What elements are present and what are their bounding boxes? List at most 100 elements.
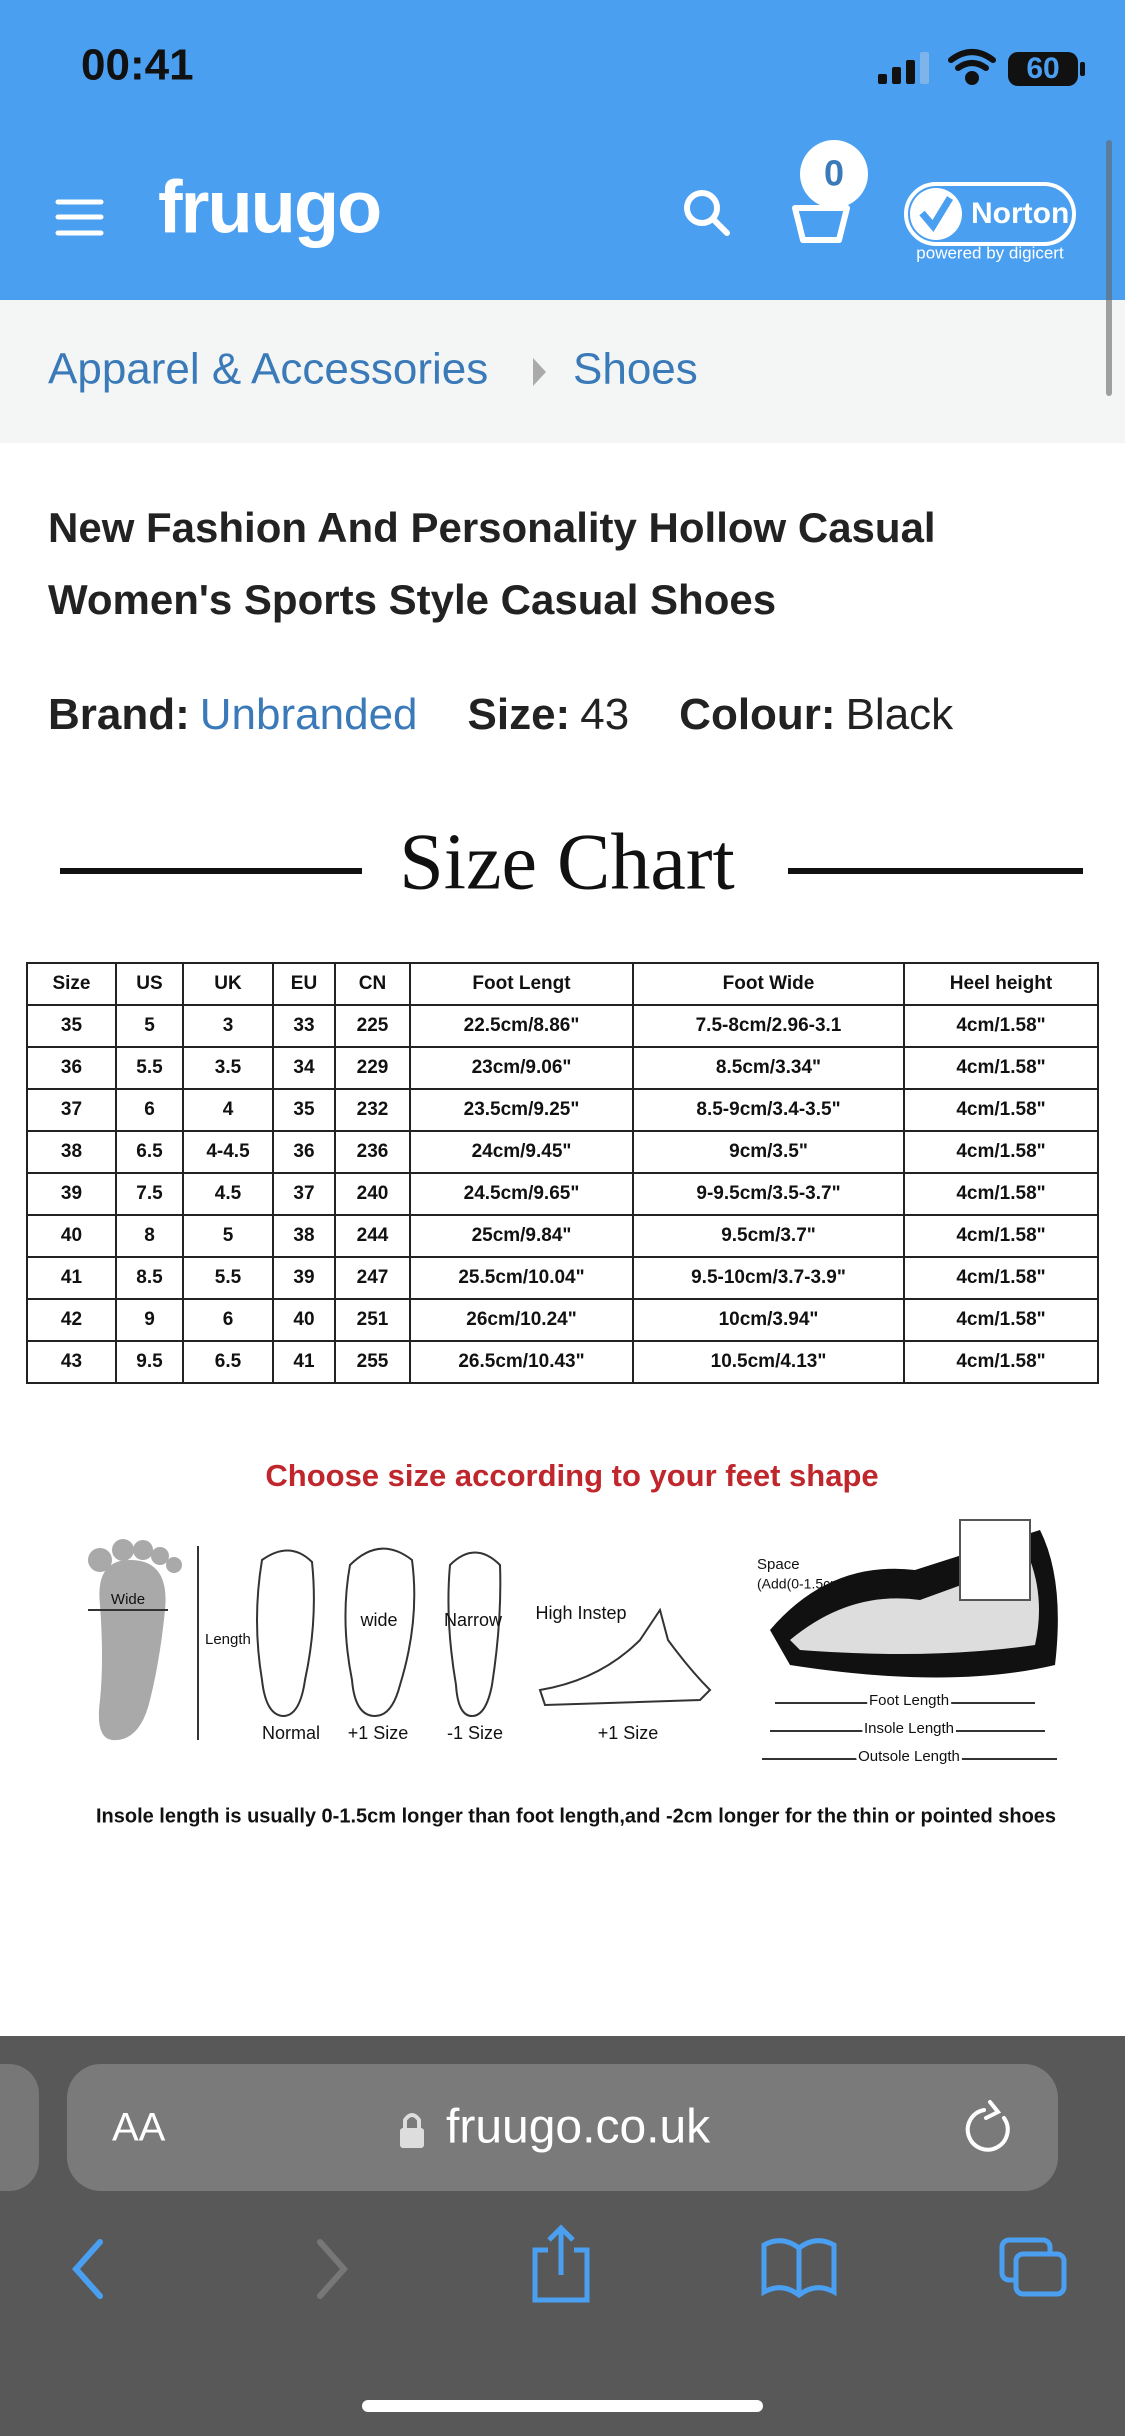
table-cell: 5: [115, 1004, 184, 1048]
table-header: US: [115, 962, 184, 1006]
table-header: Heel height: [903, 962, 1099, 1006]
product-attributes: Brand: Unbranded Size: 43 Colour: Black: [48, 690, 953, 740]
table-cell: 4cm/1.58": [903, 1256, 1099, 1300]
menu-button[interactable]: [55, 199, 104, 236]
table-cell: 6.5: [115, 1130, 184, 1174]
table-row: 40 8 5 38 244 25cm/9.84" 9.5cm/3.7" 4cm/1.58": [26, 1214, 1099, 1258]
table-cell: 23.5cm/9.25": [409, 1088, 634, 1132]
table-row: 36 5.5 3.5 34 229 23cm/9.06" 8.5cm/3.34" 4cm/1.…: [26, 1046, 1099, 1090]
table-header: UK: [182, 962, 274, 1006]
table-cell: 4cm/1.58": [903, 1172, 1099, 1216]
table-cell: 37: [272, 1172, 336, 1216]
table-row: 38 6.5 4-4.5 36 236 24cm/9.45" 9cm/3.5" 4cm/1.5…: [26, 1130, 1099, 1174]
table-cell: 236: [334, 1130, 411, 1174]
table-cell: 4: [182, 1088, 274, 1132]
table-cell: 26.5cm/10.43": [409, 1340, 634, 1384]
attribute: Size: 43: [468, 690, 630, 740]
table-cell: 247: [334, 1256, 411, 1300]
text-size-button[interactable]: AA: [112, 2106, 166, 2150]
url-text[interactable]: fruugo.co.uk: [446, 2101, 711, 2154]
table-cell: 33: [272, 1004, 336, 1048]
breadcrumb-link[interactable]: Shoes: [573, 345, 698, 394]
table-cell: 36: [272, 1130, 336, 1174]
table-cell: 4-4.5: [182, 1130, 274, 1174]
battery-icon: [1008, 52, 1078, 86]
table-cell: 4cm/1.58": [903, 1046, 1099, 1090]
badge-sub: powered by digicert: [916, 243, 1064, 262]
table-cell: 38: [272, 1214, 336, 1258]
table-cell: 23cm/9.06": [409, 1046, 634, 1090]
size-note: Insole length is usually 0-1.5cm longer …: [96, 1805, 1056, 1827]
table-header-row: Size US UK EU CN Foot Lengt Foot Wide Heel heig…: [26, 962, 1099, 1006]
norton-badge: Norton powered by digicert: [904, 182, 1076, 262]
table-header: Foot Wide: [632, 962, 905, 1006]
table-row: 39 7.5 4.5 37 240 24.5cm/9.65" 9-9.5cm/3.5-3.7…: [26, 1172, 1099, 1216]
guide-label: Narrow: [444, 1610, 503, 1630]
table-cell: 4cm/1.58": [903, 1004, 1099, 1048]
bookmarks-button[interactable]: [761, 2238, 837, 2299]
lock-icon: [400, 2113, 424, 2148]
table-header: Size: [26, 962, 117, 1006]
table-cell: 38: [26, 1130, 117, 1174]
search-button[interactable]: [684, 190, 730, 236]
guide-heading: Choose size according to your feet shape: [265, 1458, 878, 1493]
table-cell: 43: [26, 1340, 117, 1384]
table-row: 42 9 6 40 251 26cm/10.24" 10cm/3.94" 4cm/1.58": [26, 1298, 1099, 1342]
table-cell: 9: [115, 1298, 184, 1342]
table-cell: 4cm/1.58": [903, 1340, 1099, 1384]
back-button[interactable]: [71, 2239, 103, 2299]
table-header: EU: [272, 962, 336, 1006]
guide-label: Outsole Length: [858, 1748, 960, 1765]
tabs-button[interactable]: [999, 2237, 1067, 2297]
table-cell: 37: [26, 1088, 117, 1132]
attribute-label: Brand:: [48, 690, 190, 739]
table-row: 35 5 3 33 225 22.5cm/8.86" 7.5-8cm/2.96-3.1 4cm…: [26, 1004, 1099, 1048]
share-button[interactable]: [532, 2224, 590, 2303]
table-cell: 244: [334, 1214, 411, 1258]
guide-label: Insole Length: [864, 1720, 954, 1737]
guide-label: (Add(0-1.5cm)): [757, 1576, 851, 1592]
table-cell: 6: [182, 1298, 274, 1342]
guide-label: -1 Size: [447, 1723, 503, 1743]
table-cell: 8.5cm/3.34": [632, 1046, 905, 1090]
attribute-label: Size:: [467, 690, 571, 739]
table-cell: 42: [26, 1298, 117, 1342]
table-row: 43 9.5 6.5 41 255 26.5cm/10.43" 10.5cm/4.13" 4c…: [26, 1340, 1099, 1384]
attribute-value[interactable]: Unbranded: [199, 690, 418, 739]
signal-icon: [878, 52, 929, 84]
table-cell: 4.5: [182, 1172, 274, 1216]
guide-label: +1 Size: [348, 1723, 409, 1743]
table-cell: 9-9.5cm/3.5-3.7": [632, 1172, 905, 1216]
guide-label: Wide: [111, 1591, 145, 1608]
table-cell: 39: [272, 1256, 336, 1300]
table-cell: 25.5cm/10.04": [409, 1256, 634, 1300]
url-bar[interactable]: [67, 2064, 1058, 2191]
reload-button[interactable]: [965, 2100, 1010, 2152]
table-cell: 6.5: [182, 1340, 274, 1384]
attribute-value: Black: [845, 690, 954, 739]
table-row: 37 6 4 35 232 23.5cm/9.25" 8.5-9cm/3.4-3.5" 4cm…: [26, 1088, 1099, 1132]
table-header: CN: [334, 962, 411, 1006]
table-cell: 5.5: [115, 1046, 184, 1090]
breadcrumb-link[interactable]: Apparel & Accessories: [48, 345, 488, 394]
size-chart-title: Size Chart: [399, 818, 734, 906]
guide-label: Foot Length: [869, 1692, 949, 1709]
table-cell: 9.5: [115, 1340, 184, 1384]
table-cell: 225: [334, 1004, 411, 1048]
previous-tab[interactable]: [0, 2064, 39, 2191]
logo[interactable]: fruugo: [158, 166, 382, 249]
guide-label: Space: [757, 1556, 800, 1573]
home-indicator: [362, 2400, 763, 2412]
header-background: [0, 0, 1125, 300]
table-cell: 7.5: [115, 1172, 184, 1216]
table-cell: 7.5-8cm/2.96-3.1: [632, 1004, 905, 1048]
table-cell: 5: [182, 1214, 274, 1258]
forward-button[interactable]: [317, 2239, 349, 2299]
badge-name: Norton: [971, 197, 1069, 230]
cart-button[interactable]: 0: [792, 140, 868, 243]
product-title: New Fashion And Personality Hollow Casua…: [48, 504, 936, 623]
wifi-icon: [948, 49, 996, 85]
table-cell: 240: [334, 1172, 411, 1216]
